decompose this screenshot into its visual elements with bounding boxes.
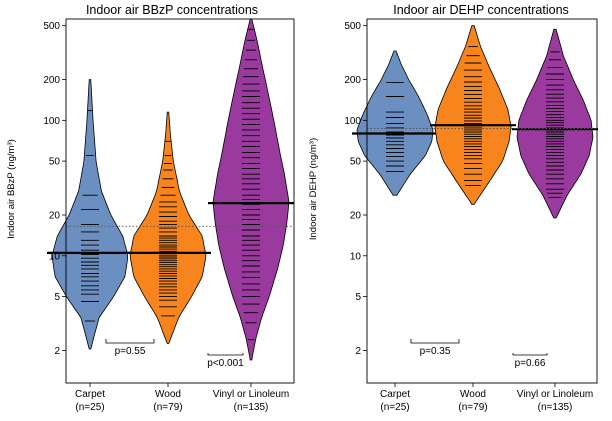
x-category-label: Wood <box>460 389 486 400</box>
y-tick-label: 500 <box>43 21 60 32</box>
bean-vinyl-or-linoleum <box>208 18 294 361</box>
y-tick-label: 50 <box>49 157 61 168</box>
chart-title: Indoor air BBzP concentrations <box>86 3 258 17</box>
x-category-count: (n=25) <box>75 402 104 413</box>
x-category-label: Wood <box>155 389 181 400</box>
x-category-label: Carpet <box>75 389 105 400</box>
y-axis-label: Indoor air DEHP (ng/m³) <box>308 138 319 240</box>
significance-bracket: p<0.001 <box>207 353 244 369</box>
x-category-count: (n=79) <box>458 402 487 413</box>
significance-bracket: p=0.55 <box>105 339 155 357</box>
chart-title: Indoor air DEHP concentrations <box>393 3 569 17</box>
x-category-label: Vinyl or Linoleum <box>213 389 290 400</box>
x-category-count: (n=135) <box>234 402 269 413</box>
chart-panel-2: Indoor air DEHP concentrations Indoor air… <box>308 3 598 413</box>
significance-bracket: p=0.35 <box>410 339 460 357</box>
y-tick-label: 200 <box>43 75 60 86</box>
y-tick-label: 200 <box>344 75 361 86</box>
p-value-label: p<0.001 <box>207 358 244 369</box>
y-tick-label: 50 <box>350 157 362 168</box>
bean-vinyl-or-linoleum <box>512 28 598 219</box>
bracket-line <box>410 339 460 344</box>
bean-wood <box>430 25 516 205</box>
significance-bracket: p=0.66 <box>512 353 548 369</box>
y-tick-label: 10 <box>350 251 362 262</box>
plot-frame <box>65 18 295 384</box>
y-tick-label: 500 <box>344 21 361 32</box>
y-tick-label: 2 <box>54 346 60 357</box>
bean-carpet <box>352 50 438 196</box>
x-category-label: Vinyl or Linoleum <box>517 389 594 400</box>
bracket-line <box>207 353 244 356</box>
x-category-label: Carpet <box>380 389 410 400</box>
bean-wood <box>125 111 211 344</box>
p-value-label: p=0.55 <box>115 346 146 357</box>
x-category-count: (n=25) <box>380 402 409 413</box>
y-tick-label: 5 <box>355 292 361 303</box>
y-tick-label: 20 <box>350 211 362 222</box>
bracket-line <box>105 339 155 344</box>
bracket-line <box>512 353 548 356</box>
y-tick-label: 100 <box>344 116 361 127</box>
plot-frame <box>366 18 598 384</box>
y-tick-label: 10 <box>49 251 61 262</box>
x-category-count: (n=135) <box>538 402 573 413</box>
p-value-label: p=0.35 <box>420 346 451 357</box>
y-tick-label: 20 <box>49 211 61 222</box>
chart-panel-1: Indoor air BBzP concentrations Indoor air… <box>6 3 295 413</box>
p-value-label: p=0.66 <box>515 358 546 369</box>
bean-carpet <box>47 79 133 350</box>
bean-density-shape <box>516 28 594 219</box>
y-tick-label: 100 <box>43 116 60 127</box>
x-category-count: (n=79) <box>153 402 182 413</box>
y-tick-label: 2 <box>355 346 361 357</box>
y-axis-label: Indoor air BBzP (ng/m³) <box>6 139 17 239</box>
y-tick-label: 5 <box>54 292 60 303</box>
bean-density-shape <box>51 79 129 350</box>
